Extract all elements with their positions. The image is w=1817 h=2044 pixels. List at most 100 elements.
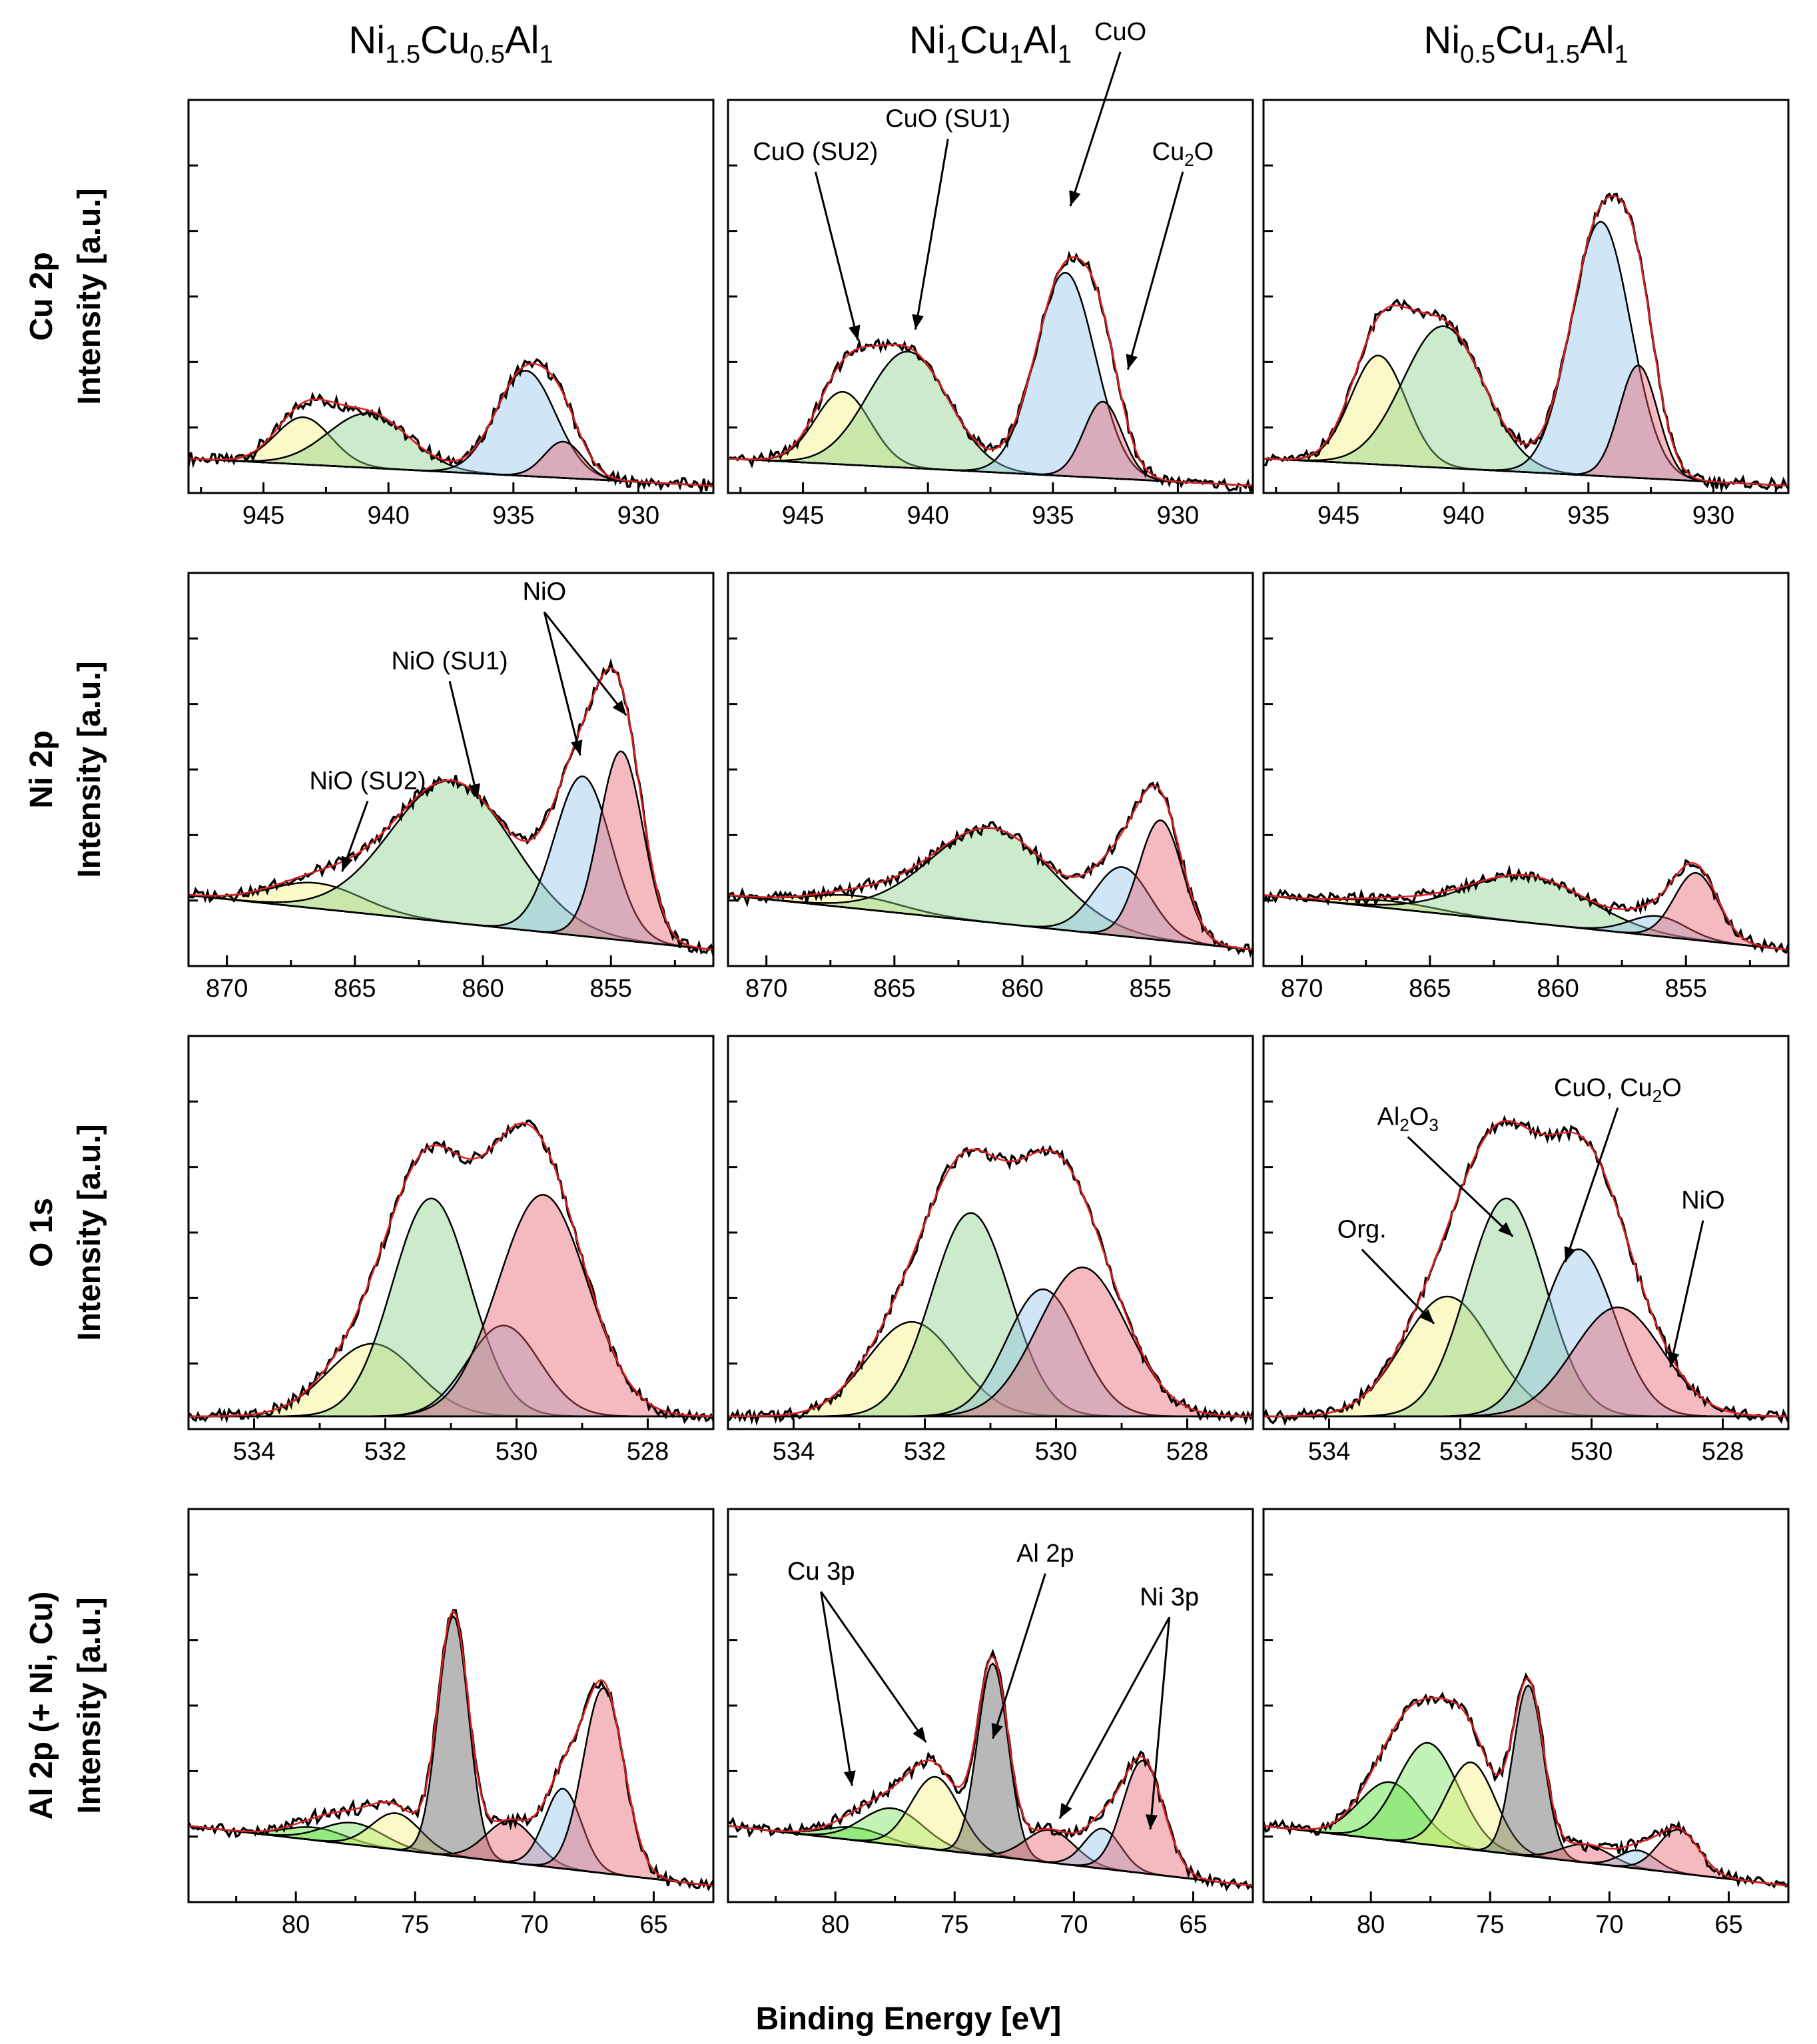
annotation-arrow — [914, 139, 949, 330]
annotation-arrow — [1069, 51, 1122, 207]
arrow-head — [912, 1726, 926, 1743]
annotation-label: Al2O3 — [1377, 1103, 1439, 1135]
annotation-arrow — [814, 171, 859, 341]
annotation-label: NiO (SU1) — [391, 647, 508, 675]
x-tick-label: 65 — [639, 1911, 667, 1939]
x-tick-label: 528 — [1702, 1438, 1744, 1466]
annotation-arrow — [1058, 1616, 1170, 1819]
panel-o1s-2: 534 532 530 528 Org. Al2O3 CuO, Cu2O NiO — [1262, 1035, 1790, 1466]
x-tick-label: 930 — [1157, 502, 1199, 530]
panel-ni2p-1: 870 865 860 855 — [727, 572, 1254, 1003]
x-tick-label: 870 — [745, 975, 787, 1003]
arrow-head — [1145, 1814, 1158, 1829]
x-tick-label: 75 — [1476, 1911, 1504, 1939]
arrow-head — [1564, 1246, 1576, 1263]
x-tick-label: 80 — [1357, 1911, 1385, 1939]
panel-o1s-0: 534 532 530 528 — [187, 1035, 715, 1466]
annotation-arrow — [820, 1591, 927, 1743]
x-tick-label: 860 — [462, 975, 504, 1003]
x-tick-label: 80 — [282, 1911, 310, 1939]
x-tick-label: 940 — [367, 502, 409, 530]
arrow-head — [612, 700, 627, 716]
x-tick-label: 528 — [627, 1438, 669, 1466]
x-tick-label: 865 — [334, 975, 376, 1003]
fit-envelope — [188, 1122, 713, 1418]
arrow-head — [912, 314, 924, 330]
panel-frame — [187, 99, 715, 494]
panel-ni2p-2: 870 865 860 855 — [1262, 572, 1790, 1003]
annotation-arrow — [1669, 1220, 1704, 1368]
x-tick-label: 65 — [1714, 1911, 1742, 1939]
column-label: Ni1.5Cu0.5Al1 — [348, 19, 553, 69]
x-tick-label: 530 — [496, 1438, 538, 1466]
annotation-label: Cu 3p — [787, 1558, 855, 1586]
annotation-label: NiO — [523, 578, 566, 606]
x-tick-label: 935 — [1032, 502, 1074, 530]
annotation-label: Ni 3p — [1140, 1583, 1199, 1611]
arrow-head — [1059, 1802, 1072, 1819]
x-tick-label: 530 — [1035, 1438, 1077, 1466]
fit-envelope — [188, 1610, 713, 1887]
x-tick-label: 75 — [401, 1911, 429, 1939]
annotation-label: CuO — [1094, 18, 1146, 46]
row-label-element: Cu 2p — [24, 252, 59, 340]
fit-envelope — [728, 256, 1253, 487]
fit-envelope — [1264, 861, 1788, 951]
x-tick-label: 860 — [1001, 975, 1043, 1003]
background-line — [728, 894, 1253, 951]
annotation-arrow — [1149, 1617, 1171, 1830]
row-label-intensity: Intensity [a.u.] — [72, 661, 107, 877]
measured-spectrum — [728, 780, 1253, 959]
background-line — [1264, 457, 1788, 487]
annotation-arrow — [448, 680, 479, 799]
x-tick-label: 70 — [1595, 1911, 1623, 1939]
annotation-label: Al 2p — [1016, 1540, 1074, 1568]
x-tick-label: 855 — [1665, 975, 1707, 1003]
panel-al2p-2: 80 75 70 65 — [1262, 1508, 1790, 1939]
background-line — [728, 1825, 1253, 1887]
annotation-label: NiO (SU2) — [309, 767, 426, 795]
annotation-label: Cu2O — [1152, 138, 1214, 170]
fit-envelope — [728, 1149, 1253, 1418]
x-tick-label: 945 — [242, 502, 284, 530]
annotation-arrow — [544, 611, 627, 716]
x-tick-label: 70 — [520, 1911, 548, 1939]
component-cuo-su2- — [188, 416, 713, 487]
arrow-head — [1667, 1351, 1680, 1368]
row-label-element: Al 2p (+ Ni, Cu) — [24, 1592, 59, 1820]
panel-cu2p-0: 945 940 935 930 — [187, 99, 715, 530]
measured-spectrum — [728, 251, 1253, 493]
arrow-head — [1498, 1222, 1513, 1237]
x-tick-label: 940 — [1442, 502, 1484, 530]
annotation-arrow — [820, 1591, 853, 1786]
x-tick-label: 865 — [873, 975, 915, 1003]
x-tick-label: 528 — [1166, 1438, 1208, 1466]
fit-envelope — [1264, 195, 1788, 487]
annotation-label: CuO (SU1) — [885, 105, 1010, 133]
x-tick-label: 855 — [590, 975, 632, 1003]
arrow-head — [849, 324, 861, 340]
annotation-arrow — [543, 612, 581, 756]
row-labels: Cu 2p Intensity [a.u.] Ni 2p Intensity [a.u… — [24, 188, 107, 1819]
annotation-label: Ni 3p — [1140, 1583, 1199, 1611]
background-line — [188, 894, 713, 951]
column-labels: Ni1.5Cu0.5Al1 Ni1Cu1Al1 Ni0.5Cu1.5Al1 — [348, 19, 1628, 69]
x-tick-label: 855 — [1130, 975, 1172, 1003]
x-tick-label: 870 — [206, 975, 248, 1003]
annotation-arrow — [992, 1573, 1046, 1740]
panel-o1s-1: 534 532 530 528 — [727, 1035, 1254, 1466]
annotation-label: Cu 3p — [787, 1558, 855, 1586]
panel-cu2p-2: 945 940 935 930 — [1262, 99, 1790, 530]
x-tick-label: 930 — [1692, 502, 1734, 530]
x-tick-label: 532 — [1439, 1438, 1481, 1466]
x-tick-label: 945 — [782, 502, 824, 530]
x-tick-label: 945 — [1317, 502, 1359, 530]
panel-al2p-0: 80 75 70 65 — [187, 1508, 715, 1939]
x-tick-label: 530 — [1571, 1438, 1613, 1466]
fit-envelope — [728, 1656, 1253, 1887]
x-tick-label: 65 — [1179, 1911, 1207, 1939]
arrow-head — [1069, 190, 1081, 207]
arrow-head — [843, 1770, 856, 1786]
column-label: Ni1Cu1Al1 — [909, 19, 1072, 69]
